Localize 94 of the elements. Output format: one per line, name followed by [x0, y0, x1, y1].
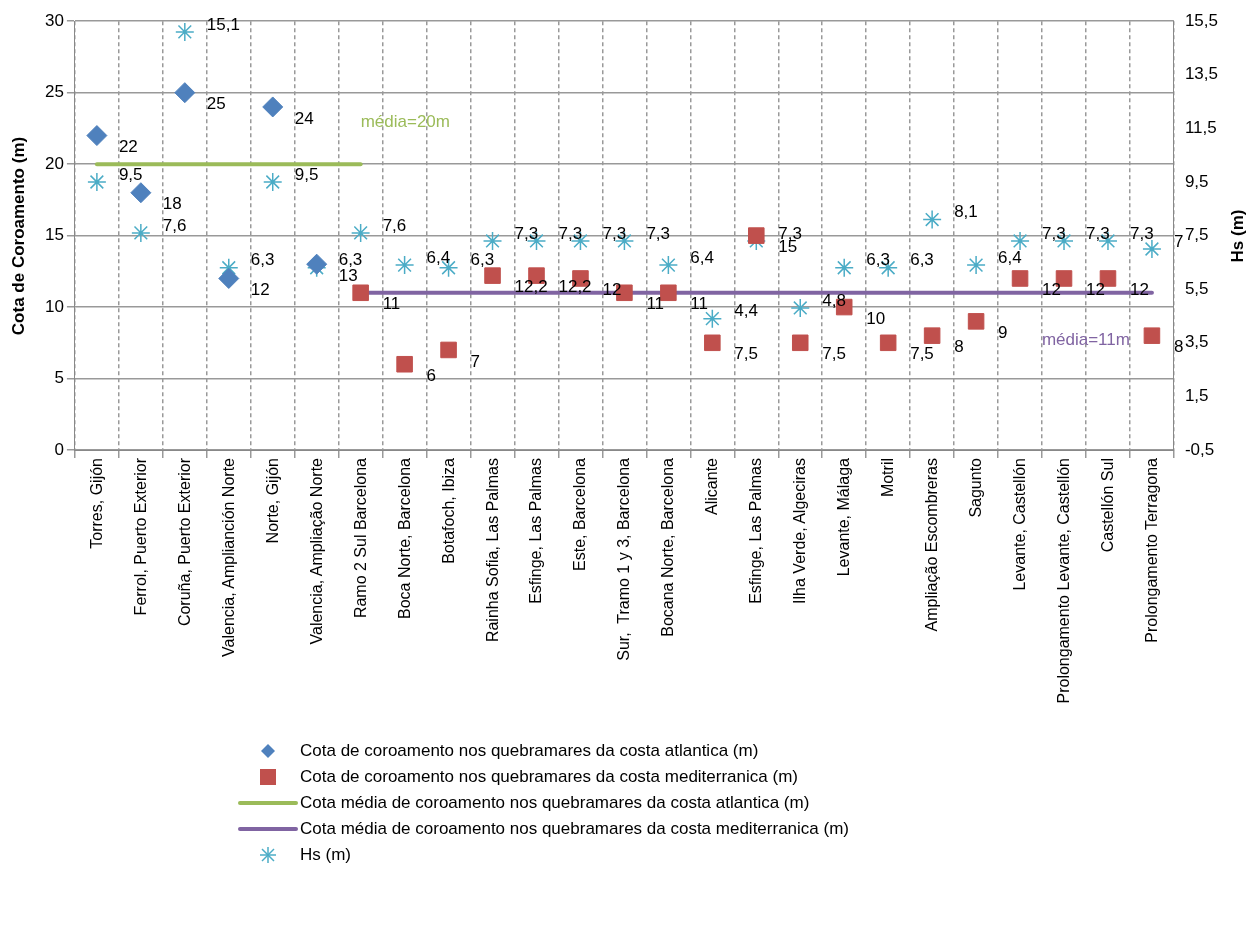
data-label: 7,5	[734, 344, 758, 364]
x-tick-label: Sagunto	[966, 458, 986, 518]
data-label: 7,6	[382, 215, 407, 235]
data-label: 7,3	[646, 223, 671, 243]
y-axis-title: Cota de Coroamento (m)	[8, 136, 29, 335]
y2-tick-label: 9,5	[1184, 171, 1209, 191]
y2-tick-label: 1,5	[1184, 386, 1209, 406]
data-label: 4,4	[734, 301, 758, 321]
x-tick-label: Levante, Málaga	[834, 458, 854, 577]
data-label: 7,3	[514, 223, 539, 243]
x-tick-label: Rainha Sofia, Las Palmas	[482, 458, 502, 643]
data-label: 22	[118, 137, 138, 157]
x-tick-label: Este, Barcelona	[570, 458, 590, 571]
y-tick-label: 20	[44, 153, 64, 173]
data-label: 7,3	[1129, 223, 1154, 243]
data-label: 9,5	[118, 164, 143, 184]
y2-tick-label: 15,5	[1184, 10, 1219, 30]
data-label: 7,5	[822, 344, 846, 364]
data-label: 7,5	[910, 344, 934, 364]
y2-tick-label: 13,5	[1184, 64, 1219, 84]
x-tick-label: Torres, Gijón	[86, 458, 106, 549]
data-label: 12	[1086, 280, 1105, 300]
data-label: 7,3	[1086, 223, 1110, 243]
legend-label: Hs (m)	[300, 845, 351, 865]
data-label: 7,3	[602, 223, 627, 243]
y-tick-label: 10	[44, 296, 64, 316]
x-tick-label: Alicante	[702, 458, 722, 515]
data-label: 7	[1173, 231, 1184, 251]
x-tick-label: Valencia, Ampliação Norte	[306, 458, 326, 645]
data-label: 7	[470, 351, 481, 371]
data-label: 6	[426, 365, 437, 385]
y2-tick-label: 5,5	[1184, 278, 1209, 298]
x-tick-label: Ampliação Escombreras	[922, 458, 942, 632]
x-tick-label: Motril	[878, 458, 898, 498]
annotation: média=20m	[360, 111, 450, 131]
x-tick-label: Esfinge, Las Palmas	[526, 458, 546, 604]
data-label: 24	[294, 108, 314, 128]
data-label: 12	[1042, 280, 1061, 300]
y-tick-label: 0	[54, 439, 64, 459]
data-label: 6,3	[250, 250, 275, 270]
y2-tick-label: -0,5	[1184, 439, 1215, 459]
y2-axis-title: Hs (m)	[1227, 209, 1248, 263]
y-tick-label: 30	[44, 10, 64, 30]
y2-tick-label: 7,5	[1184, 225, 1209, 245]
data-label: 12	[1129, 280, 1149, 300]
legend-label: Cota média de coroamento nos quebramares da costa atlantica (m)	[300, 793, 810, 813]
x-tick-label: Norte, Gijón	[262, 458, 282, 544]
x-tick-label: Ramo 2 Sul Barcelona	[350, 458, 370, 619]
x-tick-label: Castellón Sul	[1097, 458, 1117, 553]
data-label: 12	[250, 280, 270, 300]
data-label: 8	[1173, 337, 1184, 357]
y-tick-label: 25	[44, 82, 64, 102]
data-label: 6,3	[338, 250, 363, 270]
legend-label: Cota média de coroamento nos quebramares da costa mediterranica (m)	[300, 819, 849, 839]
data-label: 7,6	[162, 215, 187, 235]
data-label: 6,4	[690, 247, 715, 267]
data-label: 9,5	[294, 164, 319, 184]
data-label: 7,3	[1042, 223, 1066, 243]
data-label: 6,3	[470, 250, 495, 270]
data-label: 9	[998, 323, 1008, 343]
x-tick-label: Sur, Tramo 1 y 3, Barcelona	[614, 458, 634, 661]
data-label: 8,1	[954, 202, 978, 222]
y2-tick-label: 11,5	[1184, 118, 1217, 138]
data-label: 15,1	[206, 14, 240, 34]
legend-label: Cota de coroamento nos quebramares da costa mediterranica (m)	[300, 767, 798, 787]
data-label: 6,4	[426, 247, 451, 267]
x-tick-label: Prolongamento Levante, Castellón	[1054, 458, 1073, 704]
x-tick-label: Prolongamento Terragona	[1141, 458, 1161, 643]
data-label: 11	[382, 294, 401, 314]
y-tick-label: 5	[54, 368, 64, 388]
data-label: 8	[954, 337, 964, 357]
data-label: 7,3	[558, 223, 583, 243]
data-label: 25	[206, 94, 226, 114]
data-label: 6,4	[998, 247, 1022, 267]
data-label: 4,8	[822, 290, 846, 310]
x-tick-label: Coruña, Puerto Exterior	[174, 458, 194, 627]
annotation: média=11m	[1041, 330, 1130, 350]
data-label: 11	[646, 294, 665, 314]
x-tick-label: Bocana Norte, Barcelona	[658, 458, 678, 637]
legend-label: Cota de coroamento nos quebramares da costa atlantica (m)	[300, 741, 759, 761]
data-label: 6,3	[866, 250, 890, 270]
data-label: 6,3	[910, 250, 934, 270]
y-tick-label: 15	[44, 225, 64, 245]
x-tick-label: Ferrol, Puerto Exterior	[130, 458, 150, 616]
x-tick-label: Valencia, Amplianción Norte	[218, 458, 238, 657]
x-tick-label: Ilha Verde, Algeciras	[790, 458, 810, 604]
x-tick-label: Esfinge, Las Palmas	[746, 458, 766, 604]
data-label: 10	[866, 308, 886, 328]
x-tick-label: Botafoch, Ibiza	[438, 458, 458, 564]
y2-tick-label: 3,5	[1184, 332, 1209, 352]
x-tick-label: Boca Norte, Barcelona	[394, 458, 414, 619]
data-label: 18	[162, 194, 182, 214]
data-label: 11	[690, 294, 709, 314]
x-tick-label: Levante, Castellón	[1010, 458, 1030, 591]
